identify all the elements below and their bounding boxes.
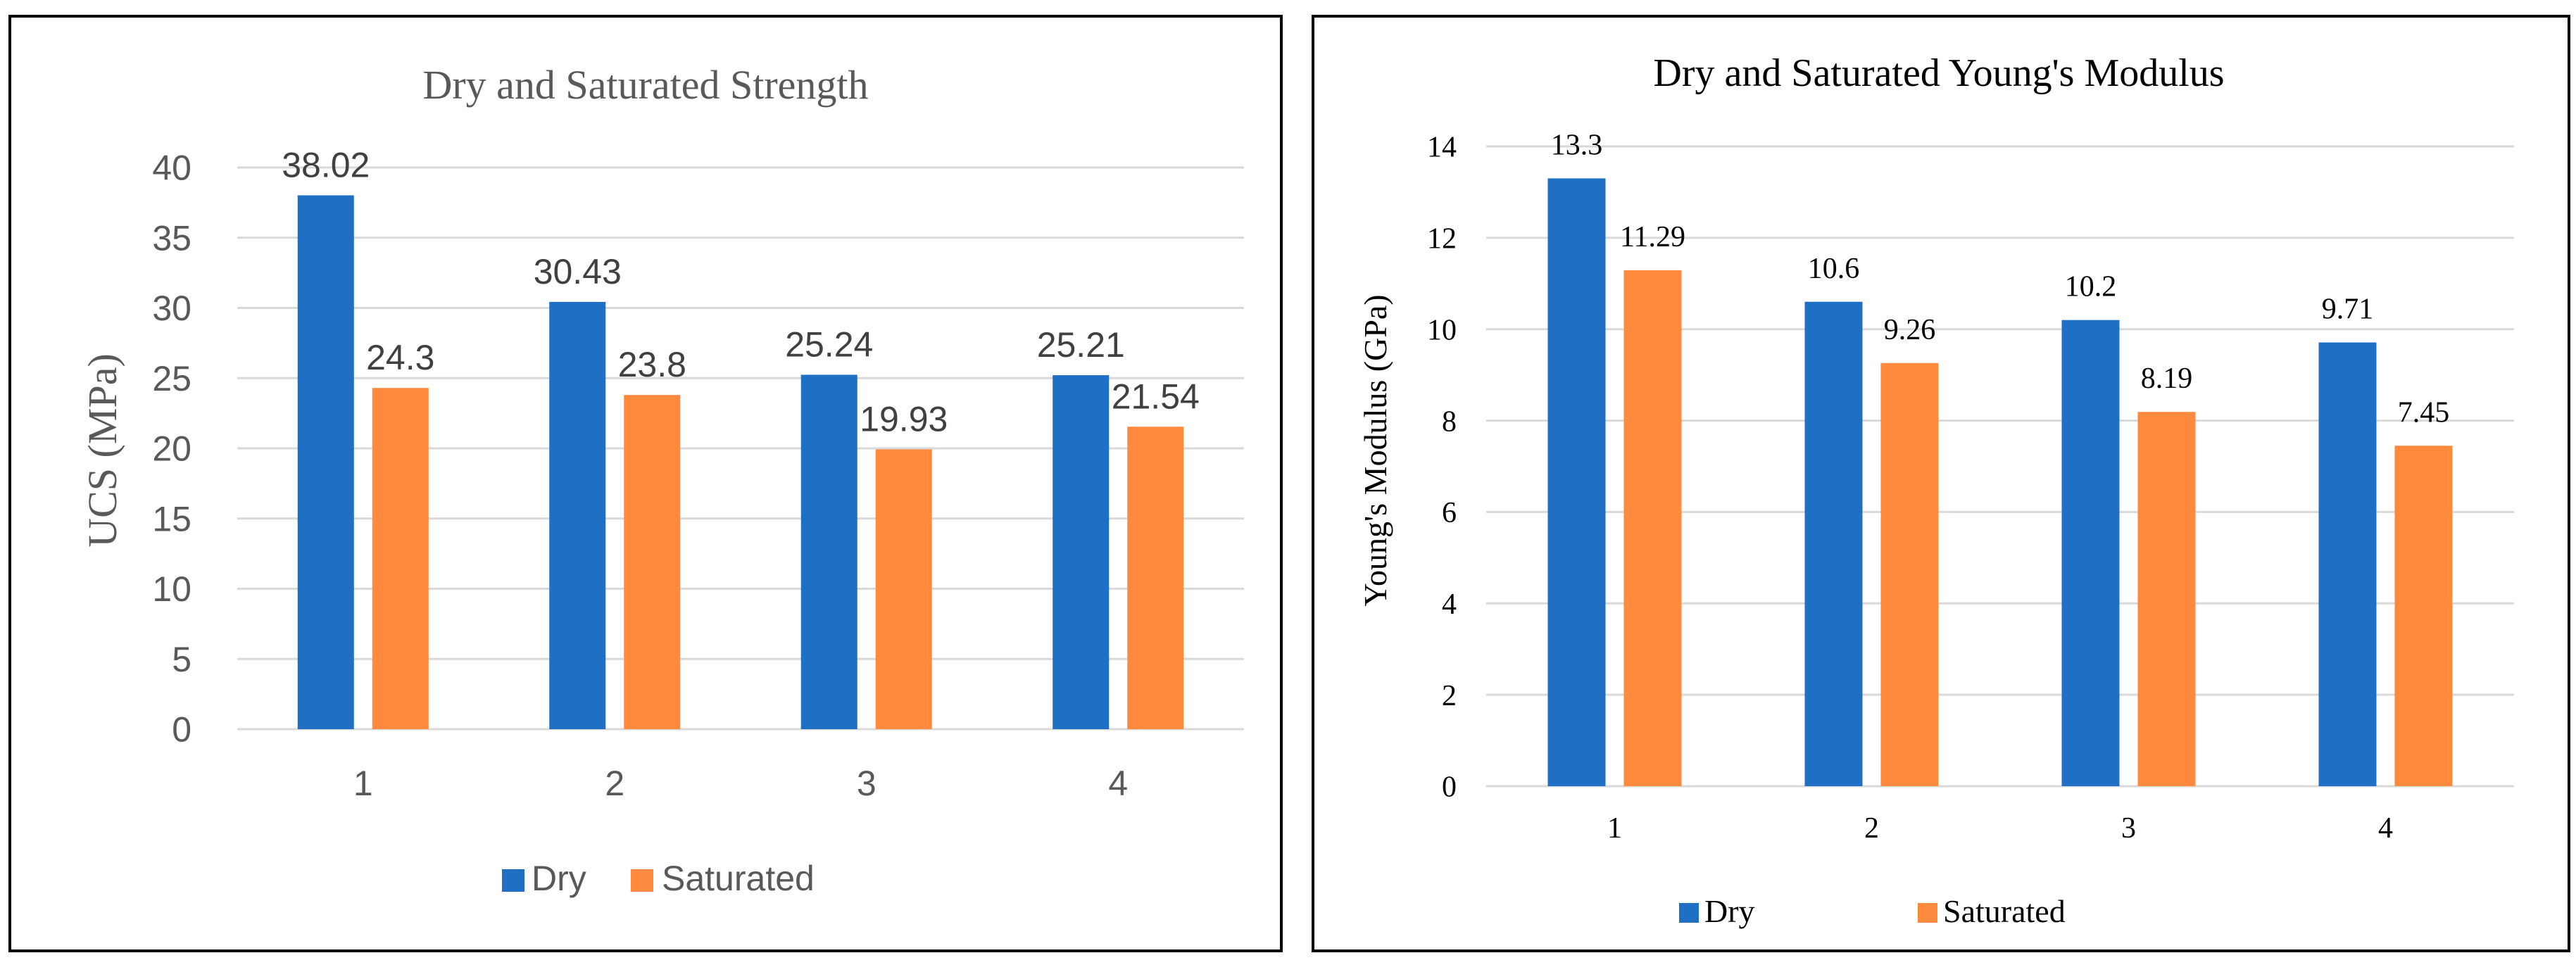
ucs-data-labels: 38.02 24.3 30.43 23.8 25.24 19.93 25.21 21.54 xyxy=(282,146,1200,439)
y-tick-label: 8 xyxy=(1442,405,1457,438)
bar-dry-4 xyxy=(1053,375,1110,729)
youngs-chart-title: Dry and Saturated Young's Modulus xyxy=(1653,51,2224,95)
bar-dry-4 xyxy=(2318,342,2377,786)
ucs-legend-saturated-label: Saturated xyxy=(662,859,815,898)
bar-saturated-1 xyxy=(372,388,429,729)
ucs-x-ticks: 1 2 3 4 xyxy=(353,764,1128,803)
x-tick-label-3: 3 xyxy=(2121,812,2136,845)
bar-dry-3 xyxy=(2061,320,2120,786)
ucs-chart: Dry and Saturated Strength UCS (MPa) 0 5 1… xyxy=(8,15,1283,952)
x-tick-label-4: 4 xyxy=(1108,764,1128,803)
data-label-saturated-1: 11.29 xyxy=(1620,221,1685,253)
bar-dry-1 xyxy=(1547,178,1606,786)
bar-dry-2 xyxy=(1804,301,1863,786)
youngs-y-axis-label: Young's Modulus (GPa) xyxy=(1357,294,1393,606)
ucs-y-ticks: 0 5 10 15 20 25 30 35 40 xyxy=(152,149,191,750)
y-tick-label: 5 xyxy=(172,640,191,679)
bar-saturated-3 xyxy=(2137,412,2196,786)
data-label-saturated-3: 8.19 xyxy=(2141,362,2193,395)
y-tick-label: 20 xyxy=(152,429,191,469)
youngs-legend-dry-label: Dry xyxy=(1704,893,1755,929)
y-tick-label: 40 xyxy=(152,149,191,188)
data-label-dry-2: 10.6 xyxy=(1808,253,1860,285)
youngs-modulus-chart: Dry and Saturated Young's Modulus Young'… xyxy=(1312,15,2570,952)
ucs-chart-title: Dry and Saturated Strength xyxy=(422,62,868,108)
data-label-saturated-2: 23.8 xyxy=(618,345,686,384)
x-tick-label-2: 2 xyxy=(1864,812,1879,845)
data-label-saturated-4: 7.45 xyxy=(2398,396,2450,429)
x-tick-label-4: 4 xyxy=(2378,812,2393,845)
data-label-saturated-3: 19.93 xyxy=(860,399,948,438)
youngs-legend-saturated-swatch xyxy=(1918,903,1937,923)
x-tick-label-3: 3 xyxy=(857,764,877,803)
ucs-bars xyxy=(297,195,1184,730)
y-tick-label: 35 xyxy=(152,218,191,258)
bar-saturated-2 xyxy=(624,395,681,729)
y-tick-label: 25 xyxy=(152,359,191,398)
data-label-dry-3: 10.2 xyxy=(2065,271,2117,303)
youngs-y-ticks: 0 2 4 6 8 10 12 14 xyxy=(1427,132,1457,804)
data-label-dry-4: 9.71 xyxy=(2322,294,2374,326)
data-label-saturated-1: 24.3 xyxy=(366,338,434,377)
youngs-chart-frame xyxy=(1312,15,2570,952)
y-tick-label: 10 xyxy=(152,569,191,609)
data-label-saturated-2: 9.26 xyxy=(1884,314,1936,346)
ucs-legend-dry-swatch xyxy=(502,869,524,892)
x-tick-label-1: 1 xyxy=(353,764,373,803)
data-label-dry-4: 25.21 xyxy=(1037,325,1125,365)
y-tick-label: 10 xyxy=(1427,314,1457,346)
data-label-saturated-4: 21.54 xyxy=(1112,377,1200,416)
y-tick-label: 14 xyxy=(1427,132,1457,164)
bar-dry-3 xyxy=(800,374,857,729)
youngs-legend: Dry Saturated xyxy=(1679,893,2066,929)
x-tick-label-2: 2 xyxy=(605,764,624,803)
y-tick-label: 0 xyxy=(1442,771,1457,804)
data-label-dry-1: 13.3 xyxy=(1551,129,1603,161)
youngs-legend-dry-swatch xyxy=(1679,903,1699,923)
data-label-dry-1: 38.02 xyxy=(282,146,370,185)
y-tick-label: 4 xyxy=(1442,588,1457,621)
youngs-x-ticks: 1 2 3 4 xyxy=(1607,812,2393,845)
ucs-legend: Dry Saturated xyxy=(502,859,815,898)
data-label-dry-2: 30.43 xyxy=(534,252,622,291)
y-tick-label: 2 xyxy=(1442,680,1457,712)
youngs-legend-saturated-label: Saturated xyxy=(1943,893,2066,929)
bar-saturated-4 xyxy=(1127,427,1184,729)
youngs-data-labels: 13.3 11.29 10.6 9.26 10.2 8.19 9.71 7.45 xyxy=(1551,129,2450,429)
ucs-legend-saturated-swatch xyxy=(631,869,653,892)
bar-dry-1 xyxy=(297,195,354,730)
x-tick-label-1: 1 xyxy=(1607,812,1622,845)
y-tick-label: 30 xyxy=(152,289,191,328)
bar-saturated-1 xyxy=(1623,270,1682,786)
y-tick-label: 6 xyxy=(1442,497,1457,529)
bar-saturated-2 xyxy=(1880,362,1939,786)
ucs-y-axis-label: UCS (MPa) xyxy=(80,353,125,548)
youngs-bars xyxy=(1547,178,2453,786)
y-tick-label: 15 xyxy=(152,499,191,538)
bar-dry-2 xyxy=(549,301,606,729)
ucs-legend-dry-label: Dry xyxy=(532,859,586,898)
y-tick-label: 0 xyxy=(172,710,191,750)
data-label-dry-3: 25.24 xyxy=(785,324,873,364)
bar-saturated-3 xyxy=(875,449,932,729)
bar-saturated-4 xyxy=(2394,446,2453,786)
y-tick-label: 12 xyxy=(1427,223,1457,255)
